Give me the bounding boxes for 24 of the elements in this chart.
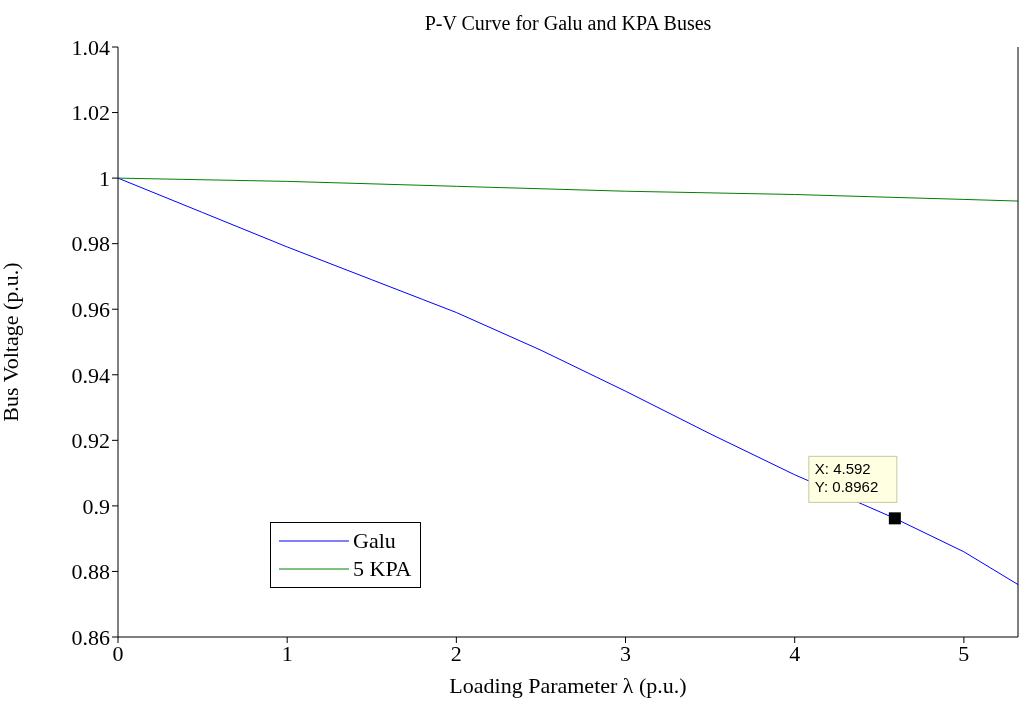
legend-label: Galu [353,528,396,554]
x-tick-label: 1 [281,640,293,666]
y-tick-label: 0.98 [71,231,110,257]
y-tick-label: 0.86 [71,624,110,650]
legend-label: 5 KPA [353,556,412,582]
x-axis-title: Loading Parameter λ (p.u.) [449,673,687,698]
y-tick-label: 0.94 [71,362,110,388]
x-tick-label: 0 [112,640,124,666]
annotation: X: 4.592 Y: 0.8962 [814,460,879,496]
y-tick-label: 1 [99,165,110,191]
x-tick-label: 2 [450,640,462,666]
x-tick-label: 3 [620,640,632,666]
line-series [118,177,1018,202]
y-tick-label: 0.88 [71,559,110,585]
line-series [118,177,1018,586]
y-tick-label: 0.92 [71,428,110,454]
chart-title: P-V Curve for Galu and KPA Buses [424,12,712,34]
y-tick-label: 1.02 [71,100,110,126]
y-axis-title: Bus Voltage (p.u.) [0,262,23,422]
x-tick-label: 5 [958,640,970,666]
y-tick-label: 0.96 [71,297,110,323]
y-tick-label: 0.9 [82,493,110,519]
x-tick-label: 4 [789,640,801,666]
y-tick-label: 1.04 [71,34,110,60]
